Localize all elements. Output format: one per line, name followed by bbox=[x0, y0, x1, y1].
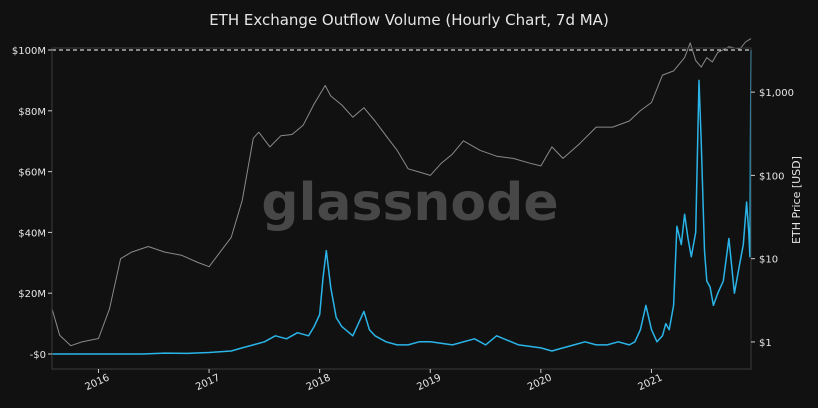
y-right-tick-label: $10 bbox=[759, 255, 778, 266]
x-tick-label: 2016 bbox=[84, 372, 112, 393]
x-tick-label: 2019 bbox=[415, 372, 443, 393]
y-left-tick-label: -$0 bbox=[30, 350, 46, 361]
y-right-label: ETH Price [USD] bbox=[790, 156, 803, 244]
chart-title: ETH Exchange Outflow Volume (Hourly Char… bbox=[209, 11, 609, 29]
plot-area bbox=[51, 38, 752, 355]
outflow-series-line bbox=[52, 49, 752, 355]
y-left-tick-label: $60M bbox=[18, 168, 46, 179]
y-right-tick-label: $1,000 bbox=[759, 88, 794, 99]
y-left-tick-label: $40M bbox=[18, 228, 46, 239]
y-left-tick-label: $80M bbox=[18, 107, 46, 118]
x-tick-label: 2017 bbox=[194, 372, 222, 393]
y-right-tick-label: $1 bbox=[759, 338, 772, 349]
x-tick-label: 2018 bbox=[305, 372, 333, 393]
price-series-line bbox=[51, 38, 752, 347]
x-tick-label: 2020 bbox=[526, 372, 554, 393]
y-left-tick-label: $100M bbox=[12, 46, 46, 57]
y-right-tick-label: $100 bbox=[759, 171, 784, 182]
plot-frame bbox=[51, 47, 752, 370]
x-tick-label: 2021 bbox=[637, 372, 665, 393]
watermark: glassnode bbox=[261, 173, 558, 233]
y-left-tick-label: $20M bbox=[18, 289, 46, 300]
